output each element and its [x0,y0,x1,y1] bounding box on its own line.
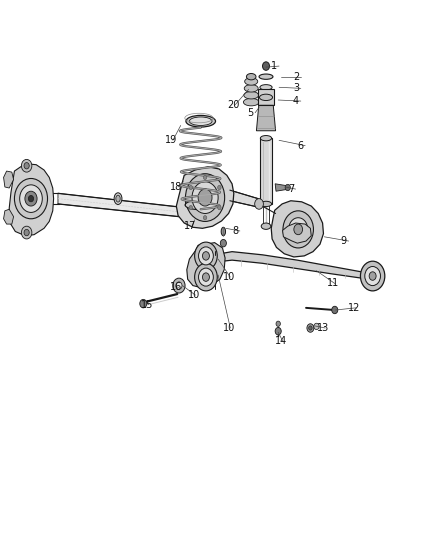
Circle shape [276,321,280,326]
Polygon shape [177,167,234,228]
Circle shape [369,272,376,280]
Ellipse shape [244,92,258,99]
Text: 7: 7 [288,184,294,194]
Circle shape [254,199,263,209]
Text: 10: 10 [187,290,200,300]
Circle shape [275,327,281,335]
Circle shape [189,185,192,190]
Polygon shape [230,190,258,207]
Text: 5: 5 [247,108,254,118]
Circle shape [202,273,209,281]
Circle shape [198,268,213,286]
Circle shape [140,300,147,308]
Text: 9: 9 [341,236,347,246]
Ellipse shape [221,227,226,236]
Polygon shape [271,201,323,257]
Circle shape [14,179,47,219]
Circle shape [21,159,32,172]
Ellipse shape [260,201,272,207]
Circle shape [28,196,34,202]
Polygon shape [283,223,311,243]
Text: 10: 10 [223,323,235,333]
Ellipse shape [185,200,216,210]
Circle shape [189,206,192,210]
Text: 13: 13 [318,323,330,333]
Circle shape [173,278,185,293]
Polygon shape [9,164,53,236]
Circle shape [24,229,29,236]
Circle shape [176,282,182,289]
Ellipse shape [244,85,258,92]
Circle shape [25,191,37,206]
Text: 8: 8 [232,226,238,236]
Circle shape [309,326,312,330]
Circle shape [203,216,207,220]
Circle shape [285,184,290,191]
Text: 20: 20 [227,100,239,110]
Bar [260,138,272,204]
Ellipse shape [244,99,259,106]
Circle shape [262,62,269,70]
Circle shape [220,239,226,247]
Circle shape [198,247,213,265]
Ellipse shape [259,74,273,79]
Text: 14: 14 [275,336,287,346]
Text: 4: 4 [293,96,299,106]
Ellipse shape [114,193,122,205]
Text: 12: 12 [348,303,360,313]
Text: 3: 3 [293,83,299,93]
Circle shape [307,324,314,332]
Circle shape [20,185,42,213]
Polygon shape [275,184,289,191]
Ellipse shape [247,74,256,80]
Text: 19: 19 [165,135,177,146]
Ellipse shape [261,223,271,229]
Circle shape [192,182,218,214]
Circle shape [24,163,29,169]
Polygon shape [187,243,225,288]
Circle shape [194,263,217,291]
Circle shape [198,189,212,206]
Circle shape [203,175,207,180]
Ellipse shape [260,85,272,90]
Circle shape [365,266,381,286]
Circle shape [289,217,308,241]
Text: 18: 18 [170,182,183,192]
Circle shape [314,323,319,329]
Circle shape [218,185,221,190]
Polygon shape [214,252,369,279]
Circle shape [360,261,385,291]
Text: 1: 1 [271,61,277,71]
Text: 17: 17 [184,221,197,231]
Polygon shape [4,209,14,224]
Ellipse shape [116,195,120,202]
Polygon shape [58,193,199,219]
Text: 11: 11 [327,278,339,288]
Polygon shape [256,102,276,131]
Circle shape [185,174,225,221]
Circle shape [332,306,338,314]
Ellipse shape [186,115,215,127]
Circle shape [218,206,221,210]
Text: 2: 2 [293,71,299,82]
Text: 10: 10 [223,272,235,282]
Ellipse shape [245,78,258,85]
Circle shape [202,252,209,260]
Circle shape [21,226,32,239]
Circle shape [294,224,303,235]
Circle shape [283,211,314,248]
Ellipse shape [260,135,272,141]
Text: 16: 16 [170,281,183,292]
Bar [258,90,274,106]
Ellipse shape [189,117,212,125]
Text: 6: 6 [297,141,304,151]
Ellipse shape [259,94,272,101]
Text: 15: 15 [141,300,153,310]
Circle shape [194,242,217,270]
Polygon shape [4,171,14,188]
